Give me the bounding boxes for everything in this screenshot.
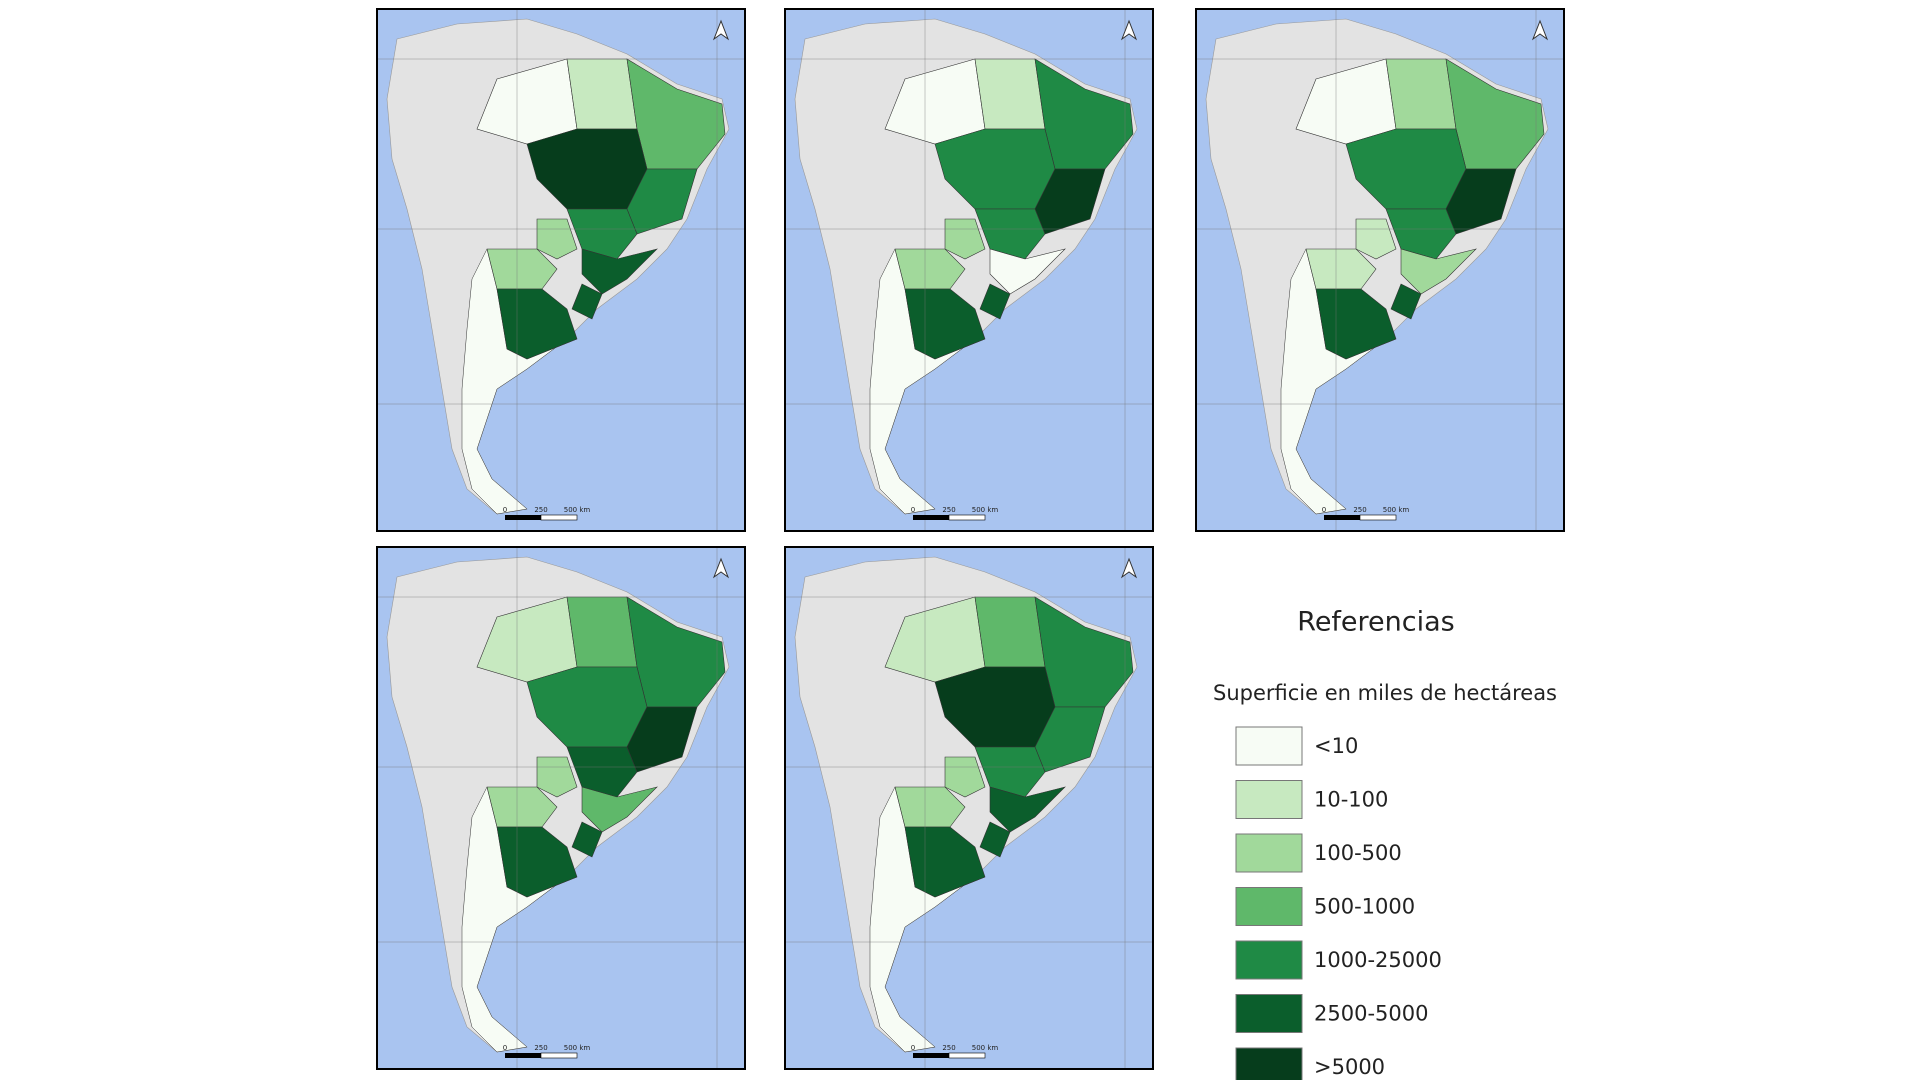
legend-label: <10 [1314, 734, 1358, 758]
scale-bar [540, 514, 578, 521]
region [1400, 248, 1477, 295]
region [566, 58, 638, 130]
legend-swatch [1235, 940, 1303, 980]
north-arrow [1531, 19, 1549, 41]
scale-bar [1359, 514, 1397, 521]
legend-swatch [1235, 1047, 1303, 1080]
region [486, 786, 558, 828]
scale-label: 0 [503, 506, 507, 514]
region [566, 596, 638, 668]
region [626, 168, 698, 235]
region [1034, 168, 1106, 235]
scale-label: 250 [1353, 506, 1366, 514]
scale-label: 250 [942, 1044, 955, 1052]
region [974, 58, 1046, 130]
legend-label: 100-500 [1314, 841, 1402, 865]
region [571, 283, 603, 320]
region [1445, 168, 1517, 235]
region [566, 746, 638, 798]
scale-label: 250 [534, 1044, 547, 1052]
frame [784, 8, 1154, 532]
map-panel: 0 250 500 km [376, 546, 746, 1070]
scale-label: 500 km [972, 506, 999, 514]
scale-label: 0 [1322, 506, 1326, 514]
legend-label: 2500-5000 [1314, 1002, 1428, 1026]
region [486, 248, 558, 290]
region [894, 786, 966, 828]
region [974, 746, 1046, 798]
legend-swatch [1235, 833, 1303, 873]
region [1034, 706, 1106, 773]
region [1385, 58, 1457, 130]
frame [1195, 8, 1565, 532]
north-arrow [1120, 19, 1138, 41]
north-arrow [1120, 557, 1138, 579]
scale-bar [505, 1053, 541, 1058]
legend-swatch [1235, 780, 1303, 819]
frame [784, 546, 1154, 1070]
scale-label: 250 [942, 506, 955, 514]
scale-bar [948, 514, 986, 521]
region [894, 248, 966, 290]
legend-subtitle: Superficie en miles de hectáreas [1213, 681, 1557, 705]
north-arrow [712, 19, 730, 41]
scale-bar [505, 515, 541, 520]
legend-title: Referencias [1297, 607, 1454, 638]
legend-label: 10-100 [1314, 788, 1388, 812]
frame [376, 546, 746, 1070]
region [1385, 208, 1457, 260]
scale-label: 250 [534, 506, 547, 514]
scale-bar [540, 1052, 578, 1059]
legend-swatch [1235, 994, 1303, 1033]
legend-swatch [1235, 887, 1303, 926]
region [581, 248, 658, 295]
region [566, 208, 638, 260]
region [979, 283, 1011, 320]
scale-label: 500 km [1383, 506, 1410, 514]
region [974, 208, 1046, 260]
legend-swatch [1235, 726, 1303, 766]
map-panel: 0 250 500 km [1195, 8, 1565, 532]
scale-label: 0 [911, 1044, 915, 1052]
region [571, 821, 603, 858]
region [989, 248, 1066, 295]
region [1390, 283, 1422, 320]
scale-bar [913, 515, 949, 520]
map-panel: 0 250 500 km [784, 8, 1154, 532]
region [974, 596, 1046, 668]
region [581, 786, 658, 833]
region [989, 786, 1066, 833]
region [626, 706, 698, 773]
north-arrow [712, 557, 730, 579]
scale-bar [1324, 515, 1360, 520]
scale-label: 0 [911, 506, 915, 514]
legend-label: 1000-25000 [1314, 948, 1442, 972]
frame [376, 8, 746, 532]
scale-bar [948, 1052, 986, 1059]
scale-label: 500 km [564, 506, 591, 514]
scale-label: 500 km [564, 1044, 591, 1052]
legend-label: >5000 [1314, 1055, 1385, 1079]
region [1305, 248, 1377, 290]
map-panel: 0 250 500 km [376, 8, 746, 532]
scale-label: 0 [503, 1044, 507, 1052]
region [979, 821, 1011, 858]
map-panel: 0 250 500 km [784, 546, 1154, 1070]
scale-bar [913, 1053, 949, 1058]
legend-label: 500-1000 [1314, 895, 1415, 919]
scale-label: 500 km [972, 1044, 999, 1052]
